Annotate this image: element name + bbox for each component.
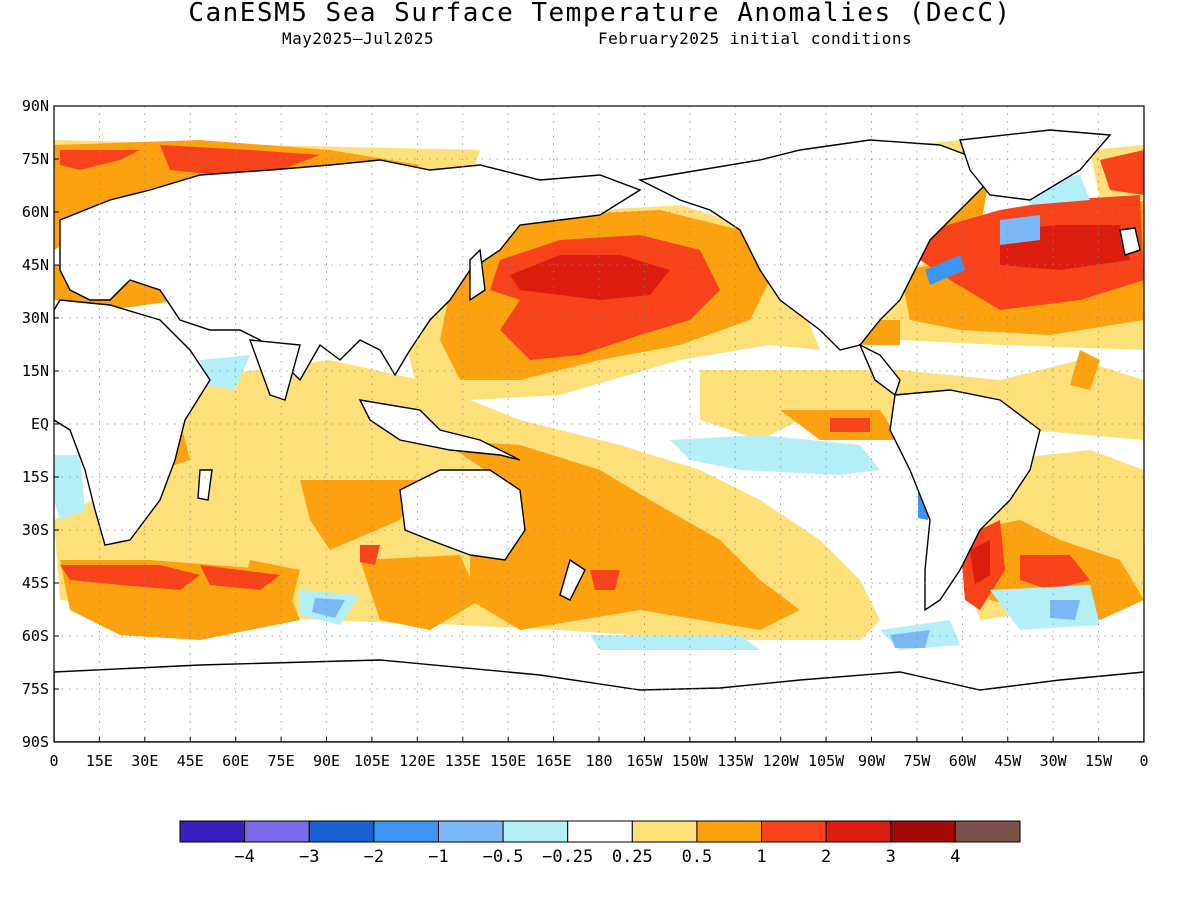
lat-label: 15N bbox=[22, 362, 49, 380]
lat-label: 90N bbox=[22, 97, 49, 115]
colorbar-label: 0.25 bbox=[612, 847, 653, 867]
map-title: CanESM5 Sea Surface Temperature Anomalie… bbox=[188, 0, 1012, 28]
colorbar-label: −0.25 bbox=[542, 847, 593, 867]
lon-label: 120W bbox=[763, 752, 800, 770]
lon-label: 15W bbox=[1085, 752, 1113, 770]
lon-label: 90E bbox=[313, 752, 340, 770]
lon-label: 135W bbox=[717, 752, 754, 770]
lon-label: 60E bbox=[222, 752, 249, 770]
lon-label: 90W bbox=[858, 752, 886, 770]
lat-label: 30S bbox=[22, 521, 49, 539]
lat-label: 15S bbox=[22, 468, 49, 486]
colorbar-label: 3 bbox=[886, 847, 896, 867]
colorbar-swatch bbox=[954, 820, 1021, 843]
lat-label: 45N bbox=[22, 256, 49, 274]
colorbar-label: −4 bbox=[234, 847, 254, 867]
lon-label: 165E bbox=[536, 752, 572, 770]
colorbar-swatch bbox=[437, 820, 504, 843]
colorbar-swatch bbox=[179, 820, 246, 843]
lon-label: 0 bbox=[1139, 752, 1148, 770]
lon-label: 75W bbox=[903, 752, 931, 770]
lat-label: 75S bbox=[22, 680, 49, 698]
anomaly-band-neg0.5 bbox=[312, 215, 1080, 648]
lon-label: 105E bbox=[354, 752, 390, 770]
lon-label: 60W bbox=[949, 752, 977, 770]
anomaly-band-neg0.25 bbox=[54, 175, 1100, 650]
latitude-axis: 90N 75N 60N 45N 30N 15N EQ 15S 30S 45S 60S 75S 90S bbox=[22, 97, 59, 751]
colorbar-swatch bbox=[890, 820, 956, 843]
lon-label: 45E bbox=[177, 752, 204, 770]
initial-conditions: February2025 initial conditions bbox=[598, 29, 913, 48]
lon-label: 120E bbox=[399, 752, 435, 770]
lon-label: 30E bbox=[131, 752, 158, 770]
colorbar-label: −3 bbox=[299, 847, 319, 867]
lon-label: 15E bbox=[86, 752, 113, 770]
colorbar-label: −1 bbox=[428, 847, 448, 867]
lat-label: 45S bbox=[22, 574, 49, 592]
colorbar-swatch bbox=[761, 820, 827, 843]
lon-label: 135E bbox=[445, 752, 481, 770]
colorbar-labels: −4 −3 −2 −1 −0.5 −0.25 0.25 0.5 1 2 3 4 bbox=[234, 847, 960, 867]
colorbar-label: −0.5 bbox=[483, 847, 524, 867]
lat-label: 60S bbox=[22, 627, 49, 645]
map-field bbox=[54, 106, 1144, 742]
colorbar-swatch bbox=[696, 820, 763, 843]
longitude-axis: 0 15E 30E 45E 60E 75E 90E 105E 120E 135E 150E 165E 1… bbox=[49, 737, 1149, 770]
lon-label: 45W bbox=[994, 752, 1022, 770]
lon-label: 165W bbox=[626, 752, 663, 770]
colorbar-swatch bbox=[373, 820, 439, 843]
colorbar-swatch bbox=[308, 820, 375, 843]
lon-label: 150E bbox=[490, 752, 526, 770]
lon-label: 75E bbox=[268, 752, 295, 770]
colorbar-label: 2 bbox=[821, 847, 831, 867]
graticule bbox=[54, 106, 1144, 742]
colorbar-label: 0.5 bbox=[682, 847, 713, 867]
lat-label: 30N bbox=[22, 309, 49, 327]
lat-label: EQ bbox=[31, 415, 49, 433]
colorbar-label: 1 bbox=[756, 847, 766, 867]
lat-label: 75N bbox=[22, 150, 49, 168]
lon-label: 105W bbox=[808, 752, 845, 770]
colorbar-swatch bbox=[244, 820, 310, 843]
colorbar-label: −2 bbox=[364, 847, 384, 867]
lon-label: 150W bbox=[672, 752, 709, 770]
lon-label: 30W bbox=[1040, 752, 1068, 770]
forecast-period: May2025–Jul2025 bbox=[282, 29, 434, 48]
lat-label: 90S bbox=[22, 733, 49, 751]
colorbar-swatches bbox=[179, 820, 1021, 843]
colorbar-swatch bbox=[825, 820, 892, 843]
lat-label: 60N bbox=[22, 203, 49, 221]
lon-label: 180 bbox=[585, 752, 612, 770]
colorbar-swatch bbox=[631, 820, 698, 843]
colorbar-swatch bbox=[502, 820, 569, 843]
colorbar-swatch bbox=[567, 820, 633, 843]
lon-label: 0 bbox=[49, 752, 58, 770]
colorbar-label: 4 bbox=[950, 847, 960, 867]
